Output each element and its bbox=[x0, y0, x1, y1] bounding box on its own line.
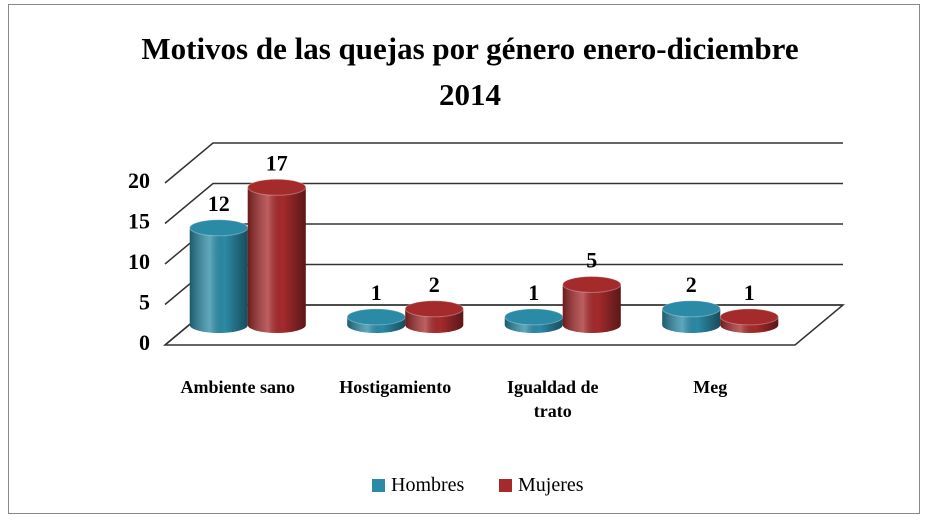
legend-item: Mujeres bbox=[499, 474, 584, 497]
bar-top bbox=[346, 308, 406, 326]
chart-title: Motivos de las quejas por género enero-d… bbox=[141, 31, 799, 112]
x-tick-label: Meg bbox=[693, 377, 728, 397]
bar-top bbox=[719, 308, 779, 326]
y-tick-label: 5 bbox=[139, 290, 150, 315]
bar-top bbox=[189, 219, 249, 237]
bar-top bbox=[562, 276, 622, 293]
x-tick-label: Hostigamiento bbox=[339, 377, 452, 397]
bar bbox=[562, 276, 622, 333]
bar bbox=[404, 300, 464, 333]
bar-shade bbox=[189, 227, 248, 333]
data-label: 2 bbox=[686, 272, 697, 297]
bar bbox=[189, 219, 249, 333]
y-tick-label: 10 bbox=[128, 249, 150, 274]
legend-item: Hombres bbox=[372, 474, 464, 497]
legend-swatch bbox=[499, 479, 512, 492]
x-tick-label: Igualdad de trato bbox=[506, 377, 599, 421]
grid-line bbox=[164, 182, 843, 225]
legend-label: Hombres bbox=[391, 474, 465, 496]
data-label: 12 bbox=[208, 191, 230, 216]
y-tick-label: 0 bbox=[139, 330, 150, 355]
data-label: 2 bbox=[429, 272, 440, 297]
bar bbox=[504, 308, 564, 333]
chart-frame bbox=[8, 4, 920, 514]
data-label: 1 bbox=[528, 280, 539, 305]
bar-top bbox=[661, 300, 721, 318]
x-tick-label: Ambiente sano bbox=[180, 377, 295, 397]
bar bbox=[247, 178, 307, 333]
data-label: 1 bbox=[744, 280, 755, 305]
data-label: 5 bbox=[586, 248, 597, 273]
bar-top bbox=[404, 300, 464, 318]
bar bbox=[346, 308, 406, 333]
bar-shade bbox=[562, 284, 621, 333]
legend-label: Mujeres bbox=[518, 474, 584, 496]
y-tick-label: 20 bbox=[128, 168, 150, 193]
data-label: 1 bbox=[371, 280, 382, 305]
data-label: 17 bbox=[266, 150, 288, 175]
grid-line bbox=[164, 142, 843, 184]
bar-shade bbox=[247, 187, 306, 333]
legend-swatch bbox=[372, 479, 385, 492]
bar-top bbox=[504, 308, 564, 326]
bar-top bbox=[247, 178, 307, 196]
y-tick-label: 15 bbox=[128, 209, 150, 234]
bar bbox=[719, 308, 779, 333]
bar bbox=[661, 300, 721, 333]
